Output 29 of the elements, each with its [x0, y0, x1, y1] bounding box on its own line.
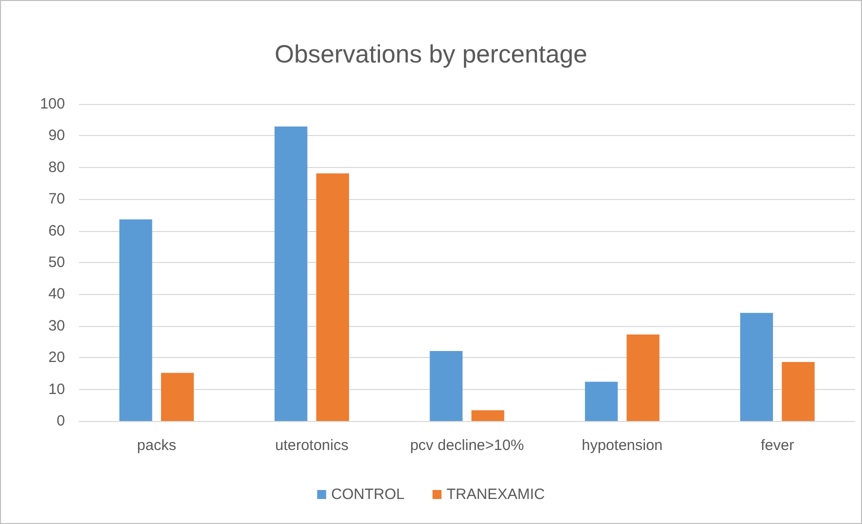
bar [584, 382, 618, 421]
chart-title: Observations by percentage [274, 40, 588, 68]
bar [161, 372, 194, 421]
bar [274, 126, 308, 421]
y-tick-label: 90 [48, 127, 65, 144]
bar [316, 173, 350, 421]
y-tick-label: 10 [48, 380, 65, 398]
y-tick-label: 30 [48, 317, 65, 334]
y-tick-label: 80 [48, 158, 65, 176]
bar [430, 350, 463, 421]
y-tick-label: 60 [48, 222, 65, 240]
y-tick-label: 40 [48, 286, 65, 303]
y-tick-label: 100 [40, 96, 65, 112]
y-tick-label: 20 [48, 349, 65, 366]
x-tick-label: pcv decline>10% [410, 437, 524, 454]
x-tick-label: packs [137, 437, 176, 454]
x-tick-label: uterotonics [275, 437, 348, 454]
bar [782, 362, 815, 421]
x-tick-label: fever [760, 437, 794, 454]
y-tick-label: 50 [48, 254, 65, 271]
legend-label: CONTROL [331, 486, 405, 503]
bar [119, 219, 152, 421]
bar [626, 334, 660, 421]
legend-label: TRANEXAMIC [446, 486, 546, 503]
y-tick-label: 0 [56, 412, 65, 430]
x-tick-label: hypotension [582, 437, 663, 454]
y-tick-label: 70 [48, 190, 65, 208]
bar [471, 410, 504, 421]
bar [740, 312, 773, 421]
